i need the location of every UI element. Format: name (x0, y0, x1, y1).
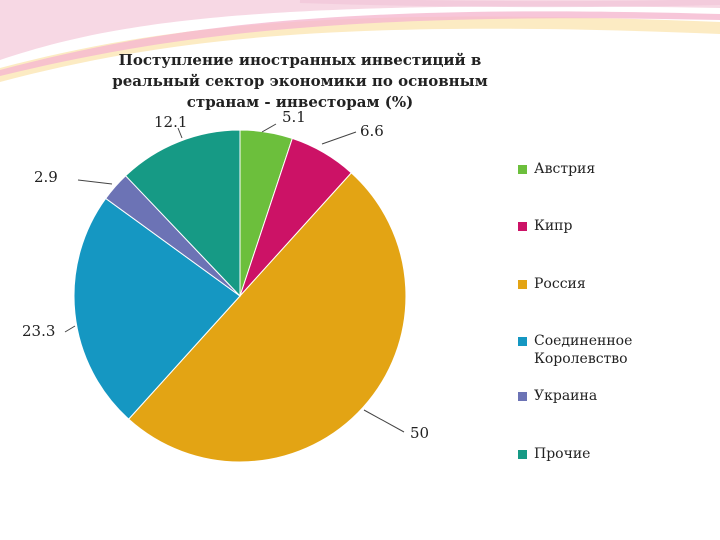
leader-line-5 (77, 179, 113, 185)
data-label-4: 23.3 (22, 322, 55, 340)
legend-swatch (518, 392, 527, 401)
pie-slice-4 (73, 197, 241, 420)
leader-line-2 (321, 131, 357, 145)
legend-swatch (518, 165, 527, 174)
legend-item: Прочие (518, 445, 649, 463)
leader-line-1 (261, 123, 277, 133)
legend-swatch (518, 450, 527, 459)
data-label-5: 2.9 (34, 168, 58, 186)
leader-line-6 (177, 127, 183, 139)
legend-item: Украина (518, 387, 649, 405)
legend-swatch (518, 337, 527, 346)
chart-title: Поступление иностранных инвестиций в реа… (112, 51, 488, 111)
legend-item: Австрия (518, 160, 649, 178)
data-label-1: 5.1 (282, 108, 306, 126)
data-label-3: 50 (410, 424, 429, 442)
decorative-header-swirl (0, 0, 720, 83)
legend-label: Россия (534, 276, 586, 292)
pie-slice-6 (124, 129, 241, 298)
legend-label: Соединенное Королевство (534, 333, 633, 367)
data-label-2: 6.6 (360, 122, 384, 140)
legend-label: Кипр (534, 218, 573, 234)
leader-line-3 (363, 409, 405, 433)
legend-swatch (518, 222, 527, 231)
legend-label: Прочие (534, 446, 591, 462)
legend-label: Украина (534, 388, 598, 404)
legend-item: Кипр (518, 217, 649, 235)
pie-slice-3 (127, 172, 407, 463)
legend-swatch (518, 280, 527, 289)
legend-item: Россия (518, 275, 649, 293)
leader-line-4 (64, 325, 76, 333)
legend-label: Австрия (534, 161, 596, 177)
legend-item: Соединенное Королевство (518, 332, 649, 368)
data-label-6: 12.1 (154, 113, 187, 131)
